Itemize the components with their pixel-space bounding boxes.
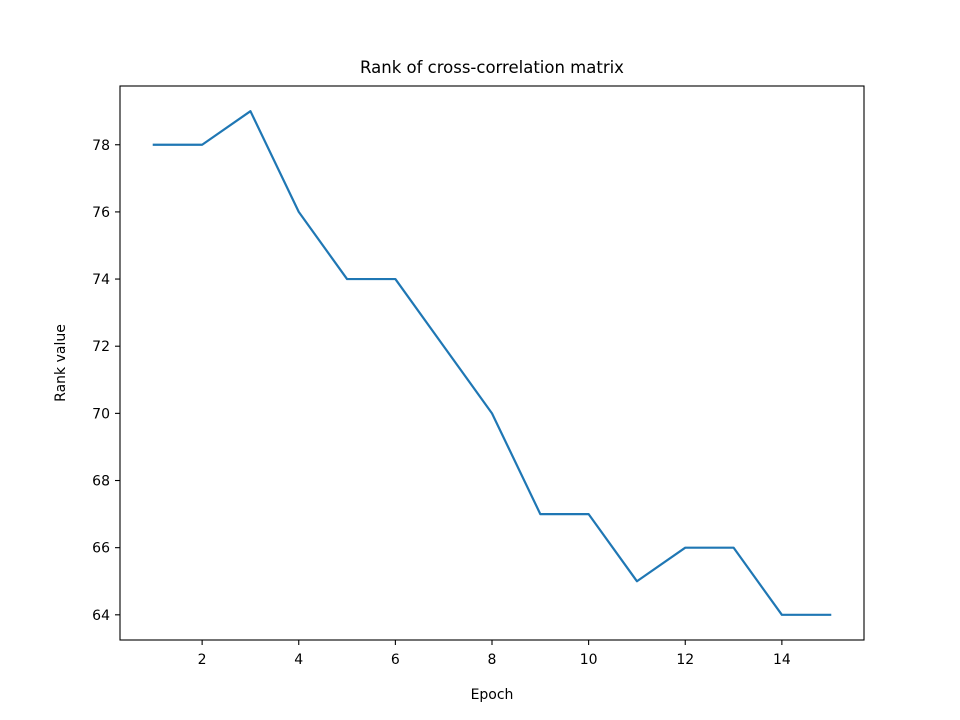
- axes-frame: [119, 85, 865, 641]
- chart-title: Rank of cross-correlation matrix: [360, 58, 624, 77]
- x-tick-label: 10: [580, 652, 598, 668]
- y-tick-label: 64: [92, 608, 110, 624]
- series-line-1: [152, 110, 832, 616]
- y-axis-ticks: 64 66 68 70 72 74 76 78: [92, 138, 120, 624]
- y-tick-label: 72: [92, 339, 110, 355]
- x-tick-label: 8: [488, 652, 497, 668]
- x-tick-label: 4: [294, 652, 303, 668]
- y-tick-label: 76: [92, 205, 110, 221]
- x-tick-label: 12: [676, 652, 694, 668]
- x-axis-ticks: 2 4 6 8 10 12 14: [198, 640, 791, 668]
- y-tick-label: 78: [92, 138, 110, 154]
- x-axis-label: Epoch: [471, 687, 514, 703]
- y-tick-label: 68: [92, 474, 110, 490]
- y-tick-label: 70: [92, 406, 110, 422]
- x-tick-label: 6: [391, 652, 400, 668]
- y-tick-label: 74: [92, 272, 110, 288]
- y-tick-label: 66: [92, 541, 110, 557]
- x-tick-label: 2: [198, 652, 207, 668]
- plot-area: [152, 110, 832, 616]
- y-axis-label: Rank value: [53, 324, 69, 402]
- x-tick-label: 14: [773, 652, 791, 668]
